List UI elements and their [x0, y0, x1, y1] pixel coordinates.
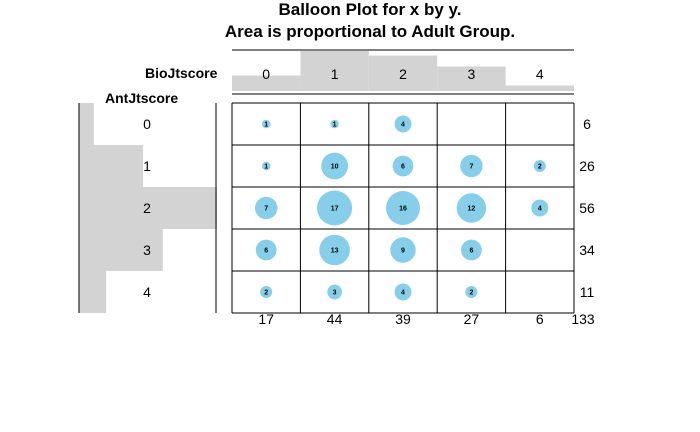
balloon-value-label: 3 [333, 290, 337, 297]
balloon-value-label: 1 [333, 122, 337, 129]
balloon [456, 193, 487, 223]
row-total-label: 34 [579, 242, 595, 258]
balloon [390, 237, 416, 263]
row-variable-label: AntJtscore [105, 90, 179, 106]
row-level-label: 2 [143, 200, 151, 216]
row-total-label: 11 [580, 284, 595, 300]
balloon [261, 119, 271, 129]
balloon-value-label: 4 [538, 206, 542, 213]
balloon [261, 161, 271, 171]
row-marginal-bar [79, 103, 94, 145]
row-total-label: 56 [579, 200, 595, 216]
balloon [321, 152, 349, 180]
column-marginal-bar [232, 75, 301, 91]
balloon-value-label: 10 [331, 164, 339, 171]
column-total-label: 27 [464, 311, 480, 327]
balloon-value-label: 2 [264, 290, 268, 297]
column-level-label: 2 [399, 66, 407, 82]
chart-title-line2: Area is proportional to Adult Group. [224, 22, 516, 41]
balloon [533, 159, 546, 173]
row-marginal-bar [79, 271, 107, 313]
balloon [254, 196, 278, 220]
balloon-value-label: 6 [401, 164, 405, 171]
balloon-value-label: 7 [264, 206, 268, 213]
balloon-value-label: 17 [331, 206, 339, 213]
balloon [386, 191, 420, 225]
balloon [330, 119, 339, 129]
row-level-label: 0 [143, 116, 151, 132]
balloon [460, 154, 483, 178]
balloon [461, 239, 482, 261]
balloon-value-label: 4 [401, 122, 405, 129]
row-level-label: 1 [143, 158, 151, 174]
balloon [255, 239, 277, 261]
balloon-value-label: 12 [468, 206, 476, 213]
column-marginal-bar [368, 55, 438, 91]
column-total-label: 6 [536, 311, 544, 327]
balloon [327, 284, 342, 300]
balloon-value-label: 6 [469, 248, 473, 255]
row-marginal-bar [79, 145, 144, 187]
balloon-value-label: 1 [264, 164, 268, 171]
row-total-label: 26 [579, 158, 595, 174]
column-level-label: 1 [331, 66, 339, 82]
balloon [465, 285, 478, 299]
column-level-label: 3 [468, 66, 476, 82]
row-marginal-bar [79, 229, 163, 271]
balloon-value-label: 2 [469, 290, 473, 297]
balloon [317, 190, 353, 226]
balloon [260, 285, 273, 299]
row-level-label: 3 [143, 242, 151, 258]
balloon-value-label: 13 [331, 248, 339, 255]
balloon [319, 234, 350, 266]
balloon [531, 199, 549, 217]
column-variable-label: BioJtscore [145, 65, 218, 81]
balloon [394, 115, 412, 133]
column-level-label: 4 [536, 66, 544, 82]
row-marginal-bar [79, 187, 217, 229]
row-total-label: 6 [583, 116, 591, 132]
balloon-value-label: 4 [401, 290, 405, 297]
balloon-value-label: 16 [399, 206, 407, 213]
balloon-value-label: 1 [264, 122, 268, 129]
column-marginal-bar [437, 66, 506, 91]
balloon-value-label: 9 [401, 248, 405, 255]
balloon [392, 155, 414, 177]
column-total-label: 39 [395, 311, 411, 327]
row-level-label: 4 [143, 284, 151, 300]
balloon-value-label: 2 [538, 164, 542, 171]
column-level-label: 0 [262, 66, 270, 82]
column-total-label: 44 [327, 311, 343, 327]
balloon [394, 283, 412, 301]
column-marginal-bar [505, 85, 574, 91]
chart-title-line1: Balloon Plot for x by y. [278, 0, 462, 19]
column-total-label: 17 [258, 311, 274, 327]
grand-total-label: 133 [571, 311, 595, 327]
balloon-value-label: 7 [469, 164, 473, 171]
balloon-value-label: 6 [264, 248, 268, 255]
column-marginal-bar [300, 51, 369, 91]
